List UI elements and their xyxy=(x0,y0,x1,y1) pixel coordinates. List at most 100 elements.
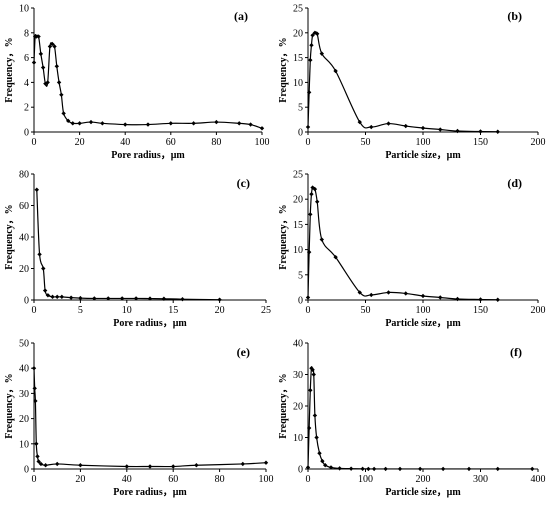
y-tick-label: 50 xyxy=(19,339,29,350)
data-point xyxy=(455,296,460,302)
x-tick-label: 200 xyxy=(531,137,546,148)
data-point xyxy=(308,388,313,393)
y-tick-label: 0 xyxy=(298,296,303,307)
y-tick-label: 15 xyxy=(293,220,303,231)
data-point xyxy=(333,68,338,74)
x-tick-label: 50 xyxy=(361,137,371,148)
chart-panel: 0 5 10 15 20 25 0 50 100 150 200 Particle size，μm Fr… xyxy=(278,170,546,330)
y-tick-label: 30 xyxy=(19,389,29,400)
y-tick-label: 60 xyxy=(19,201,29,212)
y-axis-label: Frequency，% xyxy=(278,37,289,102)
data-point xyxy=(34,187,39,192)
x-tick-label: 0 xyxy=(306,137,311,148)
x-tick-label: 0 xyxy=(306,474,311,485)
y-tick-label: 40 xyxy=(19,364,29,375)
data-point xyxy=(310,367,315,372)
data-point xyxy=(306,90,312,95)
data-point xyxy=(263,460,269,465)
data-point xyxy=(59,294,65,300)
data-point xyxy=(305,465,311,470)
data-point xyxy=(305,295,311,300)
x-tick-label: 40 xyxy=(120,137,130,148)
panel-label: (a) xyxy=(234,9,248,23)
x-tick-label: 0 xyxy=(32,305,37,316)
data-point xyxy=(305,124,311,130)
data-point xyxy=(348,466,354,471)
data-point xyxy=(319,51,324,56)
x-tick-label: 10 xyxy=(122,305,132,316)
data-point xyxy=(32,386,37,391)
y-tick-label: 20 xyxy=(293,402,303,413)
data-point xyxy=(312,413,318,418)
data-point xyxy=(42,288,48,293)
y-tick-label: 20 xyxy=(19,414,29,425)
y-tick-label: 10 xyxy=(293,245,303,256)
series-line xyxy=(307,366,533,470)
data-point xyxy=(466,466,472,472)
x-tick-label: 100 xyxy=(255,137,270,148)
data-point xyxy=(217,297,222,302)
data-point xyxy=(320,458,325,464)
data-point xyxy=(50,294,55,300)
x-tick-label: 50 xyxy=(361,305,371,316)
chart-panel: 0 10 20 30 40 50 0 20 40 60 80 100 Pore radius，μm Fre… xyxy=(4,339,274,499)
series-line xyxy=(36,189,220,301)
series-line xyxy=(33,34,263,129)
y-tick-label: 10 xyxy=(19,4,29,15)
x-tick-label: 60 xyxy=(168,474,178,485)
data-point xyxy=(161,296,167,301)
data-point xyxy=(38,461,44,467)
data-point xyxy=(36,34,41,39)
y-tick-label: 10 xyxy=(19,439,29,450)
data-point xyxy=(52,44,57,49)
data-point xyxy=(248,122,253,127)
data-point xyxy=(369,124,374,130)
data-point xyxy=(50,41,55,47)
y-axis-label: Frequency，% xyxy=(278,204,289,269)
y-tick-label: 25 xyxy=(293,170,303,181)
data-point xyxy=(37,252,42,257)
x-axis-label: Particle size，μm xyxy=(385,150,461,161)
data-point xyxy=(68,295,74,300)
x-tick-label: 100 xyxy=(259,474,274,485)
data-point xyxy=(47,44,53,49)
y-tick-label: 0 xyxy=(298,465,303,476)
data-point xyxy=(369,292,374,298)
data-point xyxy=(214,119,219,125)
series-line xyxy=(307,31,498,133)
y-tick-label: 40 xyxy=(293,339,303,350)
data-point xyxy=(333,254,338,260)
data-point xyxy=(357,290,362,295)
x-tick-label: 0 xyxy=(32,474,37,485)
data-point xyxy=(77,121,82,126)
data-point xyxy=(383,466,388,472)
data-point xyxy=(319,237,324,242)
data-point xyxy=(106,296,111,301)
x-tick-label: 80 xyxy=(211,137,221,148)
data-point xyxy=(45,80,50,85)
data-point xyxy=(36,459,41,464)
x-tick-label: 0 xyxy=(306,305,311,316)
x-tick-label: 40 xyxy=(122,474,132,485)
data-point xyxy=(145,122,151,127)
x-tick-label: 20 xyxy=(75,137,85,148)
y-tick-label: 25 xyxy=(293,4,303,15)
data-point xyxy=(455,128,460,134)
y-tick-label: 80 xyxy=(19,170,29,181)
y-axis-label: Frequency，% xyxy=(4,373,15,438)
y-axis-label: Frequency，% xyxy=(278,373,289,438)
data-point xyxy=(88,119,94,125)
data-point xyxy=(133,296,139,301)
y-tick-label: 20 xyxy=(19,264,29,275)
x-tick-label: 80 xyxy=(215,474,225,485)
data-point xyxy=(312,186,318,192)
data-point xyxy=(308,212,313,217)
data-point xyxy=(55,294,60,300)
data-point xyxy=(54,64,59,69)
x-axis-label: Pore radius，μm xyxy=(111,150,185,161)
chart-panel: 0 20 40 60 80 0 5 10 15 20 25 Pore radius，μm Frequen… xyxy=(4,170,271,330)
y-tick-label: 20 xyxy=(293,195,303,206)
data-point xyxy=(310,33,315,38)
data-point xyxy=(478,297,483,302)
x-tick-label: 15 xyxy=(168,305,178,316)
